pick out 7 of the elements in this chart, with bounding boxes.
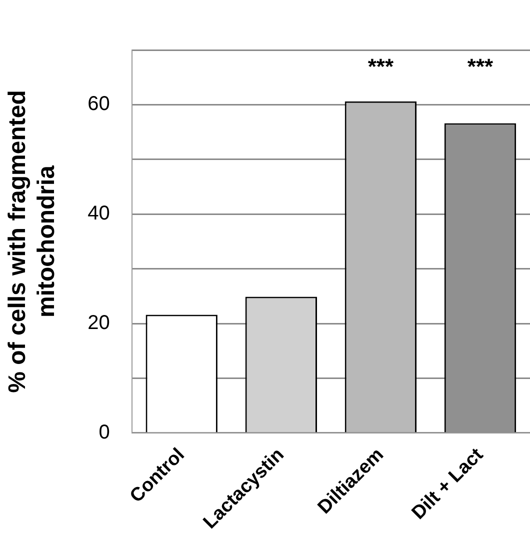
y-axis-title: % of cells with fragmented mitochondria [4, 90, 60, 393]
y-tick-label: 60 [88, 93, 110, 116]
annotation: *** [368, 54, 394, 80]
y-tick-label: 40 [88, 202, 110, 225]
annotation: *** [467, 54, 494, 80]
y-tick-label: 20 [88, 312, 110, 334]
y-tick-label: 0 [98, 421, 110, 444]
